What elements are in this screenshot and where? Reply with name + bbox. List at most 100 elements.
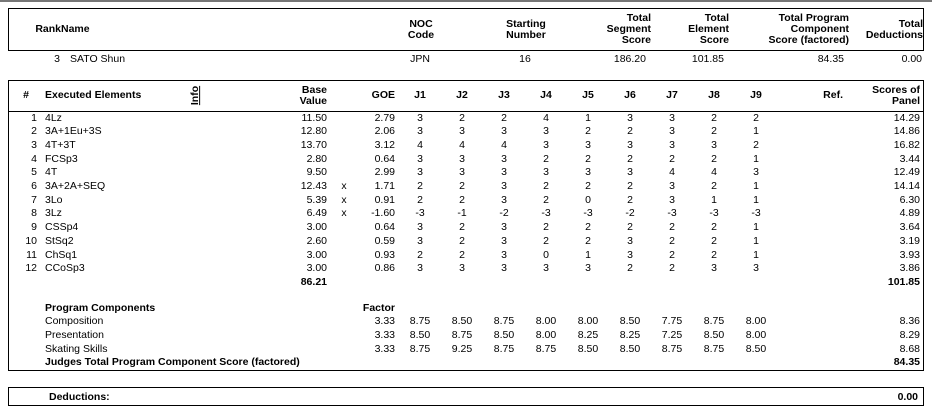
element-number: 8 (31, 207, 37, 220)
info-column-header-cell: Info (173, 81, 219, 112)
element-judge-score-j2: 3 (459, 125, 465, 138)
element-x-mark (329, 221, 359, 235)
element-judge-score-j5: 3 (585, 166, 591, 179)
executed-elements-header: Executed Elements (43, 81, 173, 112)
element-judge-score-j3: 3 (501, 248, 507, 261)
element-judge-score-j7: -3 (667, 207, 677, 220)
element-judge-score-j8: -3 (709, 207, 719, 220)
element-judge-score-j8: 2 (711, 234, 717, 247)
element-judge-score-j7: 2 (669, 262, 675, 275)
element-judge-score-j6: 3 (627, 166, 633, 179)
starting-number-header: Starting Number (506, 17, 546, 41)
element-name: 3A+1Eu+3S (45, 125, 102, 138)
element-panel-score: 3.86 (899, 262, 920, 275)
element-judge-score-j8: 3 (711, 262, 717, 275)
element-x-mark: x (341, 207, 347, 220)
element-x-mark (329, 235, 359, 249)
element-judge-score-j7: 3 (669, 138, 675, 151)
element-judge-score-j2: 2 (459, 193, 465, 206)
element-row-12: 12 CCoSp3 3.00 0.86 3 3 3 3 3 2 2 3 3 3.86 (9, 262, 923, 276)
element-ref (777, 194, 847, 208)
element-judge-score-j2: 4 (459, 138, 465, 151)
total-deductions-value: 0.00 (901, 52, 922, 65)
element-goe: 1.71 (374, 180, 395, 193)
component-judge-score-j7: 7.75 (661, 315, 683, 328)
element-judge-score-j5: 2 (585, 234, 591, 247)
element-judge-score-j4: 2 (543, 180, 549, 193)
element-x-mark (329, 139, 359, 153)
element-judge-score-j1: 2 (417, 180, 423, 193)
element-judge-score-j7: 2 (669, 234, 675, 247)
element-number: 4 (31, 152, 37, 165)
element-judge-score-j7: 3 (669, 111, 675, 124)
element-judge-score-j7: 3 (669, 125, 675, 138)
element-judge-score-j8: 2 (711, 180, 717, 193)
element-judge-score-j4: 3 (543, 166, 549, 179)
judges-total-value: 84.35 (893, 356, 920, 369)
component-factor: 3.33 (374, 315, 395, 328)
element-base-value: 2.80 (306, 152, 327, 165)
element-judge-score-j5: 2 (585, 152, 591, 165)
element-row-4: 4 FCSp3 2.80 0.64 3 3 3 2 2 2 2 2 1 3.44 (9, 153, 923, 167)
deductions-label: Deductions: (49, 390, 110, 403)
element-judge-score-j9: 3 (753, 166, 759, 179)
element-judge-score-j5: -3 (583, 207, 593, 220)
element-row-2: 2 3A+1Eu+3S 12.80 2.06 3 3 3 3 2 2 3 2 1 14.86 (9, 125, 923, 139)
element-row-1: 1 4Lz 11.50 2.79 3 2 2 4 1 3 3 2 2 14.29 (9, 111, 923, 125)
element-judge-score-j1: 4 (417, 138, 423, 151)
judges-total-row: Judges Total Program Component Score (fa… (9, 356, 923, 370)
component-row: Skating Skills 3.33 8.75 9.25 8.75 8.75 8.50 8.… (9, 343, 923, 357)
component-row: Presentation 3.33 8.50 8.75 8.50 8.00 8.25 8.25… (9, 329, 923, 343)
program-components-header-row: Program Components Factor (9, 302, 923, 316)
info-column-header: Info (189, 86, 202, 106)
element-x-mark (329, 111, 359, 125)
element-name: CSSp4 (45, 221, 79, 234)
element-name: StSq2 (45, 234, 74, 247)
element-judge-score-j7: 2 (669, 248, 675, 261)
element-judge-score-j2: 2 (459, 248, 465, 261)
element-name: CCoSp3 (45, 262, 85, 275)
program-components-title: Program Components (45, 301, 156, 314)
element-x-mark (329, 166, 359, 180)
element-judge-score-j1: 2 (417, 248, 423, 261)
element-judge-score-j1: 3 (417, 152, 423, 165)
element-number: 10 (25, 234, 37, 247)
element-goe: -1.60 (371, 207, 395, 220)
element-base-value: 12.43 (300, 180, 327, 193)
element-base-value: 13.70 (300, 138, 327, 151)
element-judge-score-j9: 1 (753, 180, 759, 193)
element-judge-score-j6: 2 (627, 152, 633, 165)
element-judge-score-j6: 2 (627, 221, 633, 234)
component-name: Skating Skills (45, 342, 108, 355)
judge-header-j8: J8 (693, 81, 735, 112)
element-judge-score-j2: 2 (459, 221, 465, 234)
component-ref (777, 329, 847, 343)
element-name: 3Lo (45, 193, 63, 206)
element-info (173, 194, 219, 208)
component-judge-score-j9: 8.00 (745, 315, 767, 328)
component-panel-score: 8.29 (899, 329, 920, 342)
element-judge-score-j6: 2 (627, 262, 633, 275)
component-name: Presentation (45, 329, 104, 342)
element-goe: 3.12 (374, 138, 395, 151)
element-judge-score-j7: 3 (669, 193, 675, 206)
element-judge-score-j4: 2 (543, 193, 549, 206)
element-info (173, 235, 219, 249)
element-ref (777, 139, 847, 153)
judge-header-j9: J9 (735, 81, 777, 112)
total-deductions-header: Total Deductions (865, 17, 923, 41)
element-goe: 0.64 (374, 152, 395, 165)
element-judge-score-j4: 2 (543, 221, 549, 234)
element-judge-score-j2: 2 (459, 180, 465, 193)
element-judge-score-j1: -3 (415, 207, 425, 220)
judge-header-j5: J5 (567, 81, 609, 112)
component-judge-score-j2: 8.50 (451, 315, 473, 328)
element-judge-score-j6: 3 (627, 111, 633, 124)
element-number: 9 (31, 221, 37, 234)
element-row-11: 11 ChSq1 3.00 0.93 2 2 3 0 1 3 2 2 1 3.93 (9, 249, 923, 263)
element-base-value: 5.39 (306, 193, 327, 206)
component-factor: 3.33 (374, 329, 395, 342)
element-judge-score-j5: 1 (585, 111, 591, 124)
element-info (173, 249, 219, 263)
element-ref (777, 207, 847, 221)
